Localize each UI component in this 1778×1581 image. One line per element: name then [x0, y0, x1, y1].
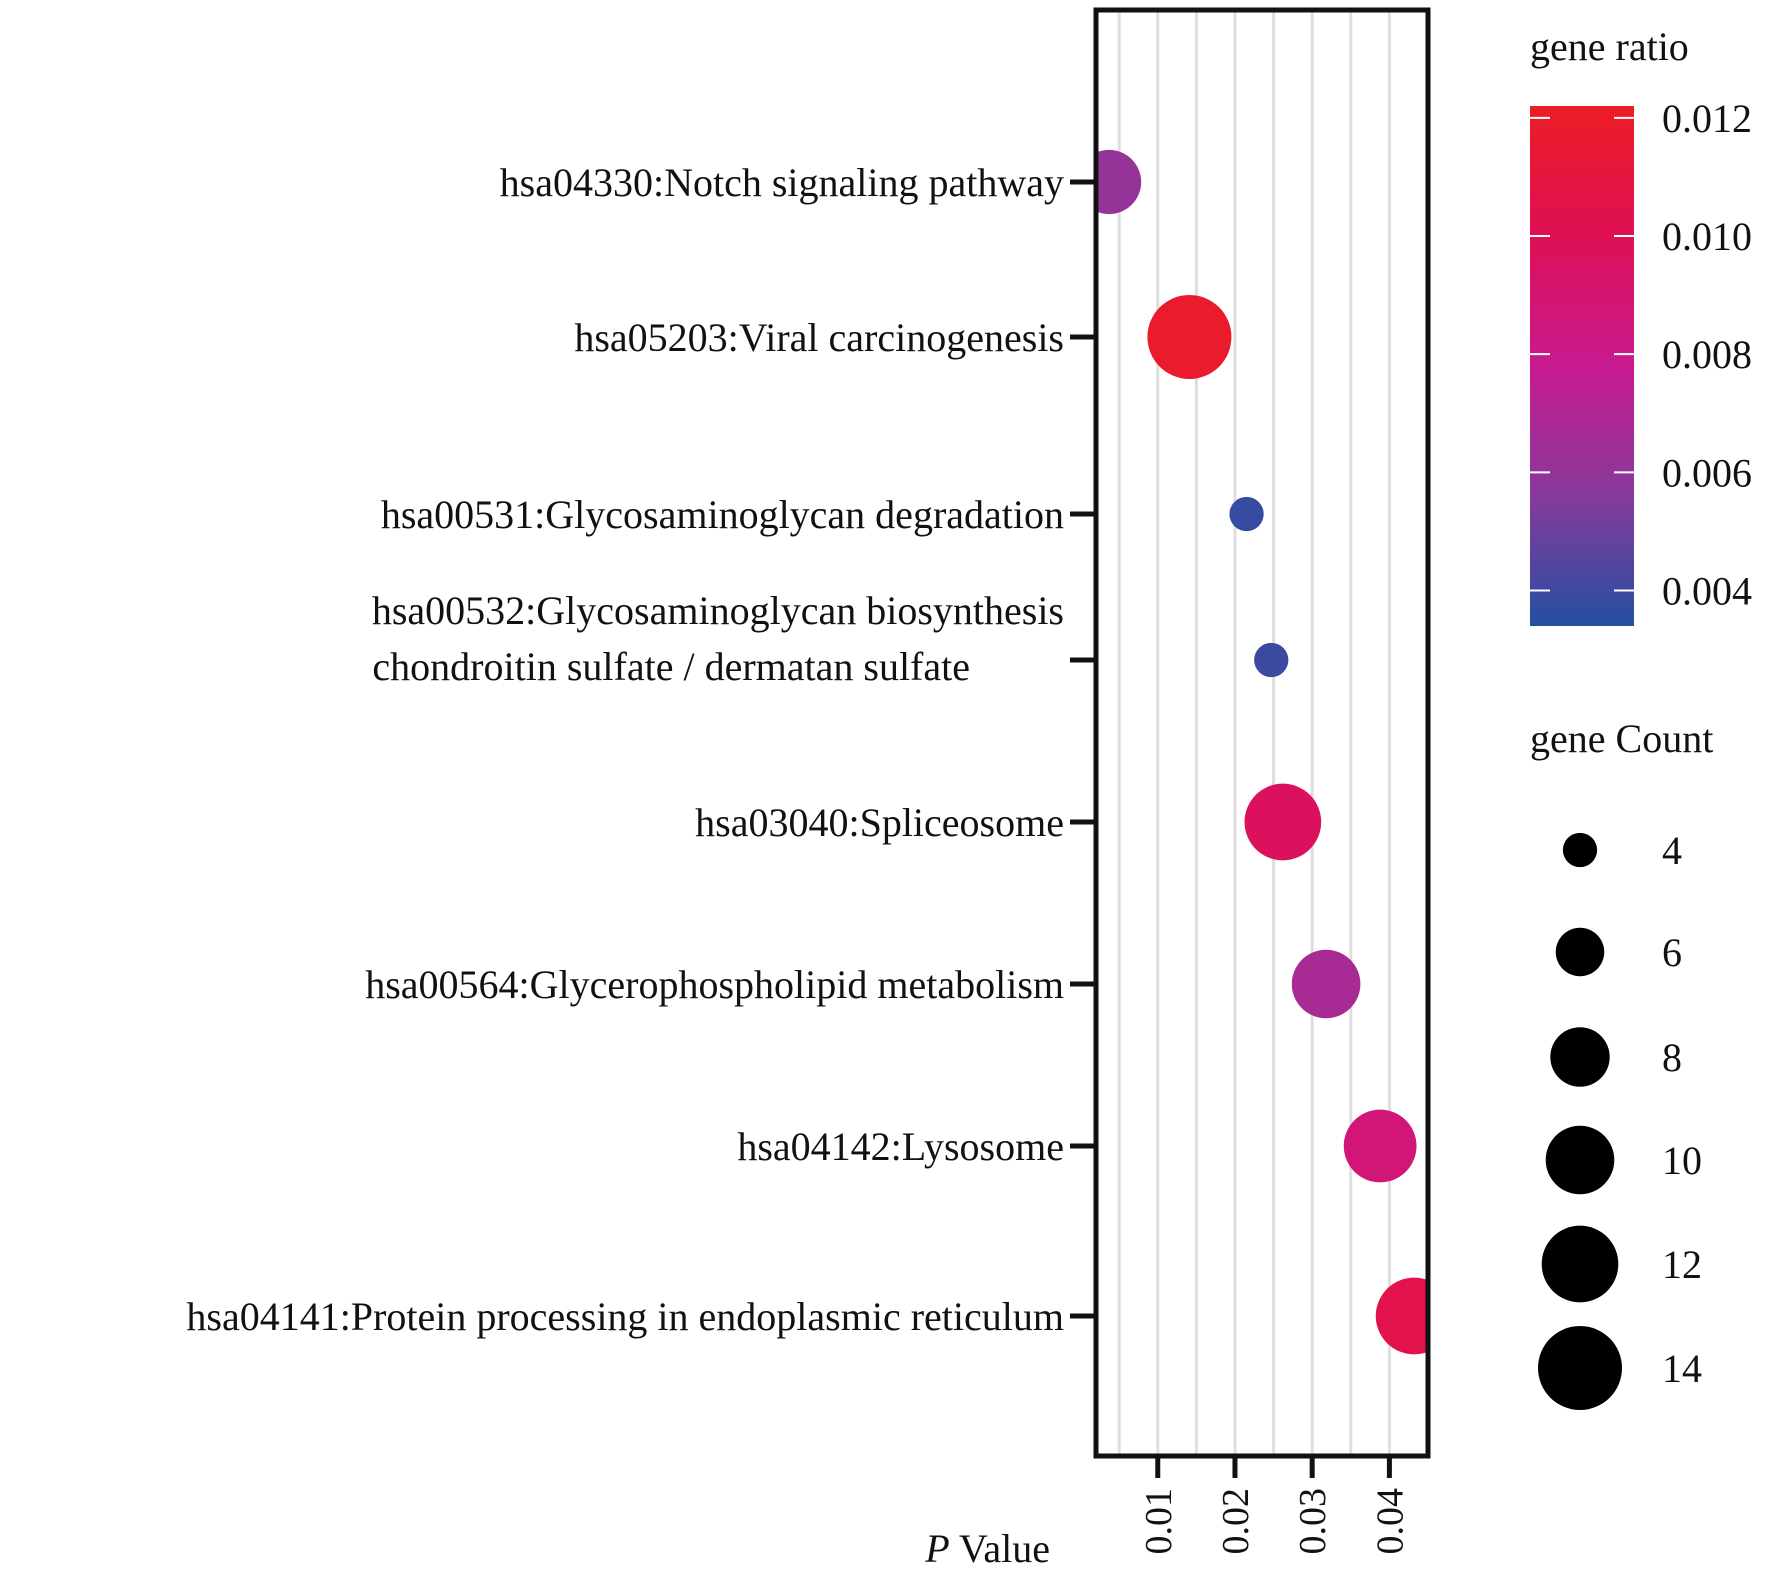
color-legend-title: gene ratio: [1530, 24, 1689, 69]
size-legend: gene Count 4 6 8 10 12 14: [1530, 716, 1713, 1410]
x-axis-label-rest: Value: [950, 1526, 1050, 1571]
data-point: [1244, 783, 1322, 861]
data-point: [1147, 295, 1232, 379]
x-tick-label: 0.04: [1369, 1488, 1411, 1555]
size-legend-label: 4: [1662, 828, 1682, 873]
pathway-label: hsa00564:Glycerophospholipid metabolism: [365, 962, 1064, 1007]
pathway-label: hsa00531:Glycosaminoglycan degradation: [381, 492, 1064, 537]
size-legend-label: 6: [1662, 930, 1682, 975]
size-legend-title: gene Count: [1530, 716, 1713, 761]
colorbar-tick-label: 0.008: [1662, 332, 1752, 377]
color-legend-gradient-bar: [1530, 106, 1634, 626]
x-tick-label: 0.03: [1292, 1488, 1334, 1555]
x-axis-label: P Value: [924, 1526, 1050, 1571]
color-legend: gene ratio 0.012 0.010 0.008 0.006 0.004: [1530, 24, 1752, 626]
pathway-label: hsa04142:Lysosome: [737, 1124, 1064, 1169]
pathway-label: hsa04141:Protein processing in endoplasm…: [186, 1294, 1064, 1339]
plot-frame: [1093, 7, 1431, 1459]
colorbar-tick-label: 0.004: [1662, 569, 1752, 614]
grid-lines: [1117, 10, 1430, 1456]
size-legend-circle: [1541, 1225, 1619, 1303]
size-legend-label: 10: [1662, 1138, 1702, 1183]
size-legend-circle: [1562, 832, 1598, 868]
size-legend-circle: [1550, 1027, 1610, 1087]
pathway-label: hsa03040:Spliceosome: [695, 800, 1064, 845]
colorbar-tick-label: 0.006: [1662, 450, 1752, 495]
data-point: [1375, 1277, 1428, 1355]
data-points: [1096, 149, 1428, 1355]
y-axis-labels: hsa04330:Notch signaling pathway hsa05203…: [186, 160, 1094, 1339]
x-tick-label: 0.02: [1215, 1488, 1257, 1555]
data-point: [1229, 496, 1264, 532]
size-legend-items: 4 6 8 10 12 14: [1538, 828, 1702, 1410]
pathway-label: hsa05203:Viral carcinogenesis: [574, 315, 1064, 360]
color-legend-ticks: 0.012 0.010 0.008 0.006 0.004: [1530, 96, 1752, 614]
size-legend-circle: [1555, 927, 1605, 977]
colorbar-tick-label: 0.010: [1662, 214, 1752, 259]
data-point: [1343, 1109, 1417, 1183]
size-legend-circle: [1545, 1125, 1615, 1195]
size-legend-label: 12: [1662, 1242, 1702, 1287]
pathway-label: chondroitin sulfate / dermatan sulfate: [372, 644, 970, 689]
pathway-label: hsa00532:Glycosaminoglycan biosynthesis: [372, 588, 1064, 633]
size-legend-label: 8: [1662, 1035, 1682, 1080]
data-point: [1254, 642, 1289, 678]
x-axis-label-italic: P: [924, 1526, 949, 1571]
size-legend-circle: [1538, 1326, 1622, 1410]
data-point: [1291, 949, 1361, 1019]
colorbar-tick-label: 0.012: [1662, 96, 1752, 141]
data-point: [1096, 149, 1142, 215]
size-legend-label: 14: [1662, 1346, 1702, 1391]
x-tick-label: 0.01: [1138, 1488, 1180, 1555]
x-axis-ticks: 0.01 0.02 0.03 0.04: [1138, 1456, 1411, 1555]
pathway-label: hsa04330:Notch signaling pathway: [500, 160, 1064, 205]
